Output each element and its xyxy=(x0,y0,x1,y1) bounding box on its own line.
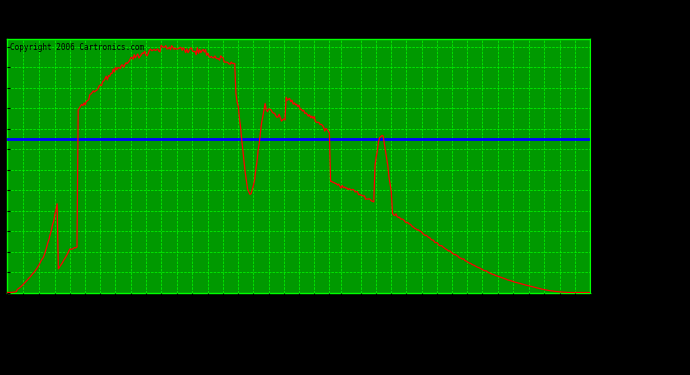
Text: Copyright 2006 Cartronics.com: Copyright 2006 Cartronics.com xyxy=(10,43,144,52)
Text: East String Actual Power (red) & Average Power (blue) (Watts) Thu Nov 9 16:38: East String Actual Power (red) & Average… xyxy=(110,13,580,26)
